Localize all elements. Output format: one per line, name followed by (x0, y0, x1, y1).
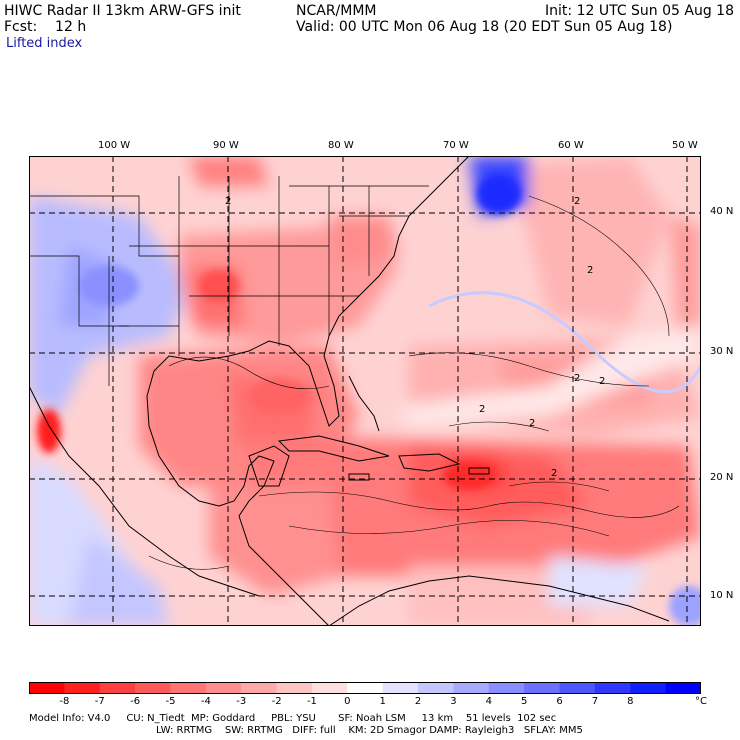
colorbar-tick-label: 8 (627, 696, 634, 707)
colorbar-swatch (559, 682, 596, 694)
contour-label: 2 (574, 196, 580, 207)
colorbar-tick-label: -2 (271, 696, 282, 707)
colorbar-swatch (347, 682, 384, 694)
lon-label-70w: 70 W (443, 140, 469, 151)
colorbar-tick-label: 4 (485, 696, 492, 707)
model-info-line: Model Info: V4.0 CU: N_Tiedt MP: Goddard… (29, 713, 557, 724)
forecast-hour: Fcst: 12 h (4, 19, 87, 35)
colorbar-swatch (418, 682, 454, 694)
colorbar-swatch (205, 682, 242, 694)
colorbar-unit: °C (695, 696, 707, 707)
model-title: HIWC Radar II 13km ARW-GFS init (4, 3, 241, 19)
colorbar-swatch (170, 682, 207, 694)
init-time: Init: 12 UTC Sun 05 Aug 18 (545, 3, 734, 19)
contour-value-labels: 2 2 2 2 2 2 2 2 (225, 196, 605, 479)
colorbar (29, 682, 701, 694)
contour-label: 2 (574, 373, 580, 384)
coastlines (29, 156, 670, 626)
colorbar-tick-label: -3 (236, 696, 247, 707)
contour-label: 2 (479, 404, 485, 415)
lat-label-40n: 40 N (710, 206, 734, 217)
colorbar-swatch (453, 682, 490, 694)
colorbar-swatch (29, 682, 65, 694)
map-frame (29, 156, 701, 626)
colorbar-swatch (64, 682, 101, 694)
lon-label-50w: 50 W (672, 140, 698, 151)
colorbar-swatch (665, 682, 701, 694)
colorbar-swatch (276, 682, 313, 694)
lat-label-30n: 30 N (710, 346, 734, 357)
contour-label: 2 (587, 265, 593, 276)
organization-label: NCAR/MMM (296, 3, 377, 19)
colorbar-tick-label: -4 (200, 696, 211, 707)
contour-label: 2 (529, 418, 535, 429)
lat-lon-grid (29, 156, 701, 626)
colorbar-tick-label: -5 (165, 696, 176, 707)
lat-label-20n: 20 N (710, 472, 734, 483)
colorbar-tick-label: 7 (591, 696, 599, 707)
colorbar-tick-label: 0 (344, 696, 351, 707)
colorbar-tick-label: 6 (556, 696, 563, 707)
state-borders (29, 176, 429, 386)
contours (148, 195, 680, 570)
colorbar-tick-label: 1 (379, 696, 386, 707)
physics-info-line: LW: RRTMG SW: RRTMG DIFF: full KM: 2D Sm… (156, 725, 583, 736)
lon-label-90w: 90 W (213, 140, 239, 151)
stable-streak (428, 291, 701, 394)
colorbar-tick-label: 2 (414, 696, 422, 707)
colorbar-tick-label: 5 (520, 696, 528, 707)
colorbar-tick-label: -1 (306, 696, 317, 707)
colorbar-swatch (382, 682, 419, 694)
colorbar-frame (29, 682, 701, 694)
lon-label-100w: 100 W (98, 140, 131, 151)
colorbar-swatch (488, 682, 525, 694)
lat-label-10n: 10 N (710, 590, 734, 601)
colorbar-tick-label: 3 (450, 696, 457, 707)
contour-label: 2 (225, 196, 231, 207)
colorbar-swatch (99, 682, 136, 694)
lifted-index-map: 2 2 2 2 2 2 2 2 (29, 156, 701, 626)
valid-time: Valid: 00 UTC Mon 06 Aug 18 (20 EDT Sun … (296, 19, 673, 35)
colorbar-tick-label: -6 (130, 696, 141, 707)
lon-label-60w: 60 W (558, 140, 584, 151)
colorbar-swatch (311, 682, 348, 694)
colorbar-swatch (241, 682, 278, 694)
field-detail-layer (37, 174, 701, 626)
field-name: Lifted index (6, 36, 83, 51)
colorbar-swatch (135, 682, 171, 694)
colorbar-swatch (594, 682, 631, 694)
contour-label: 2 (599, 376, 605, 387)
colorbar-tick-label: -8 (59, 696, 70, 707)
colorbar-tick-label: -7 (94, 696, 105, 707)
colorbar-swatch (630, 682, 667, 694)
colorbar-swatch (524, 682, 561, 694)
lon-label-80w: 80 W (328, 140, 354, 151)
contour-label: 2 (551, 468, 557, 479)
